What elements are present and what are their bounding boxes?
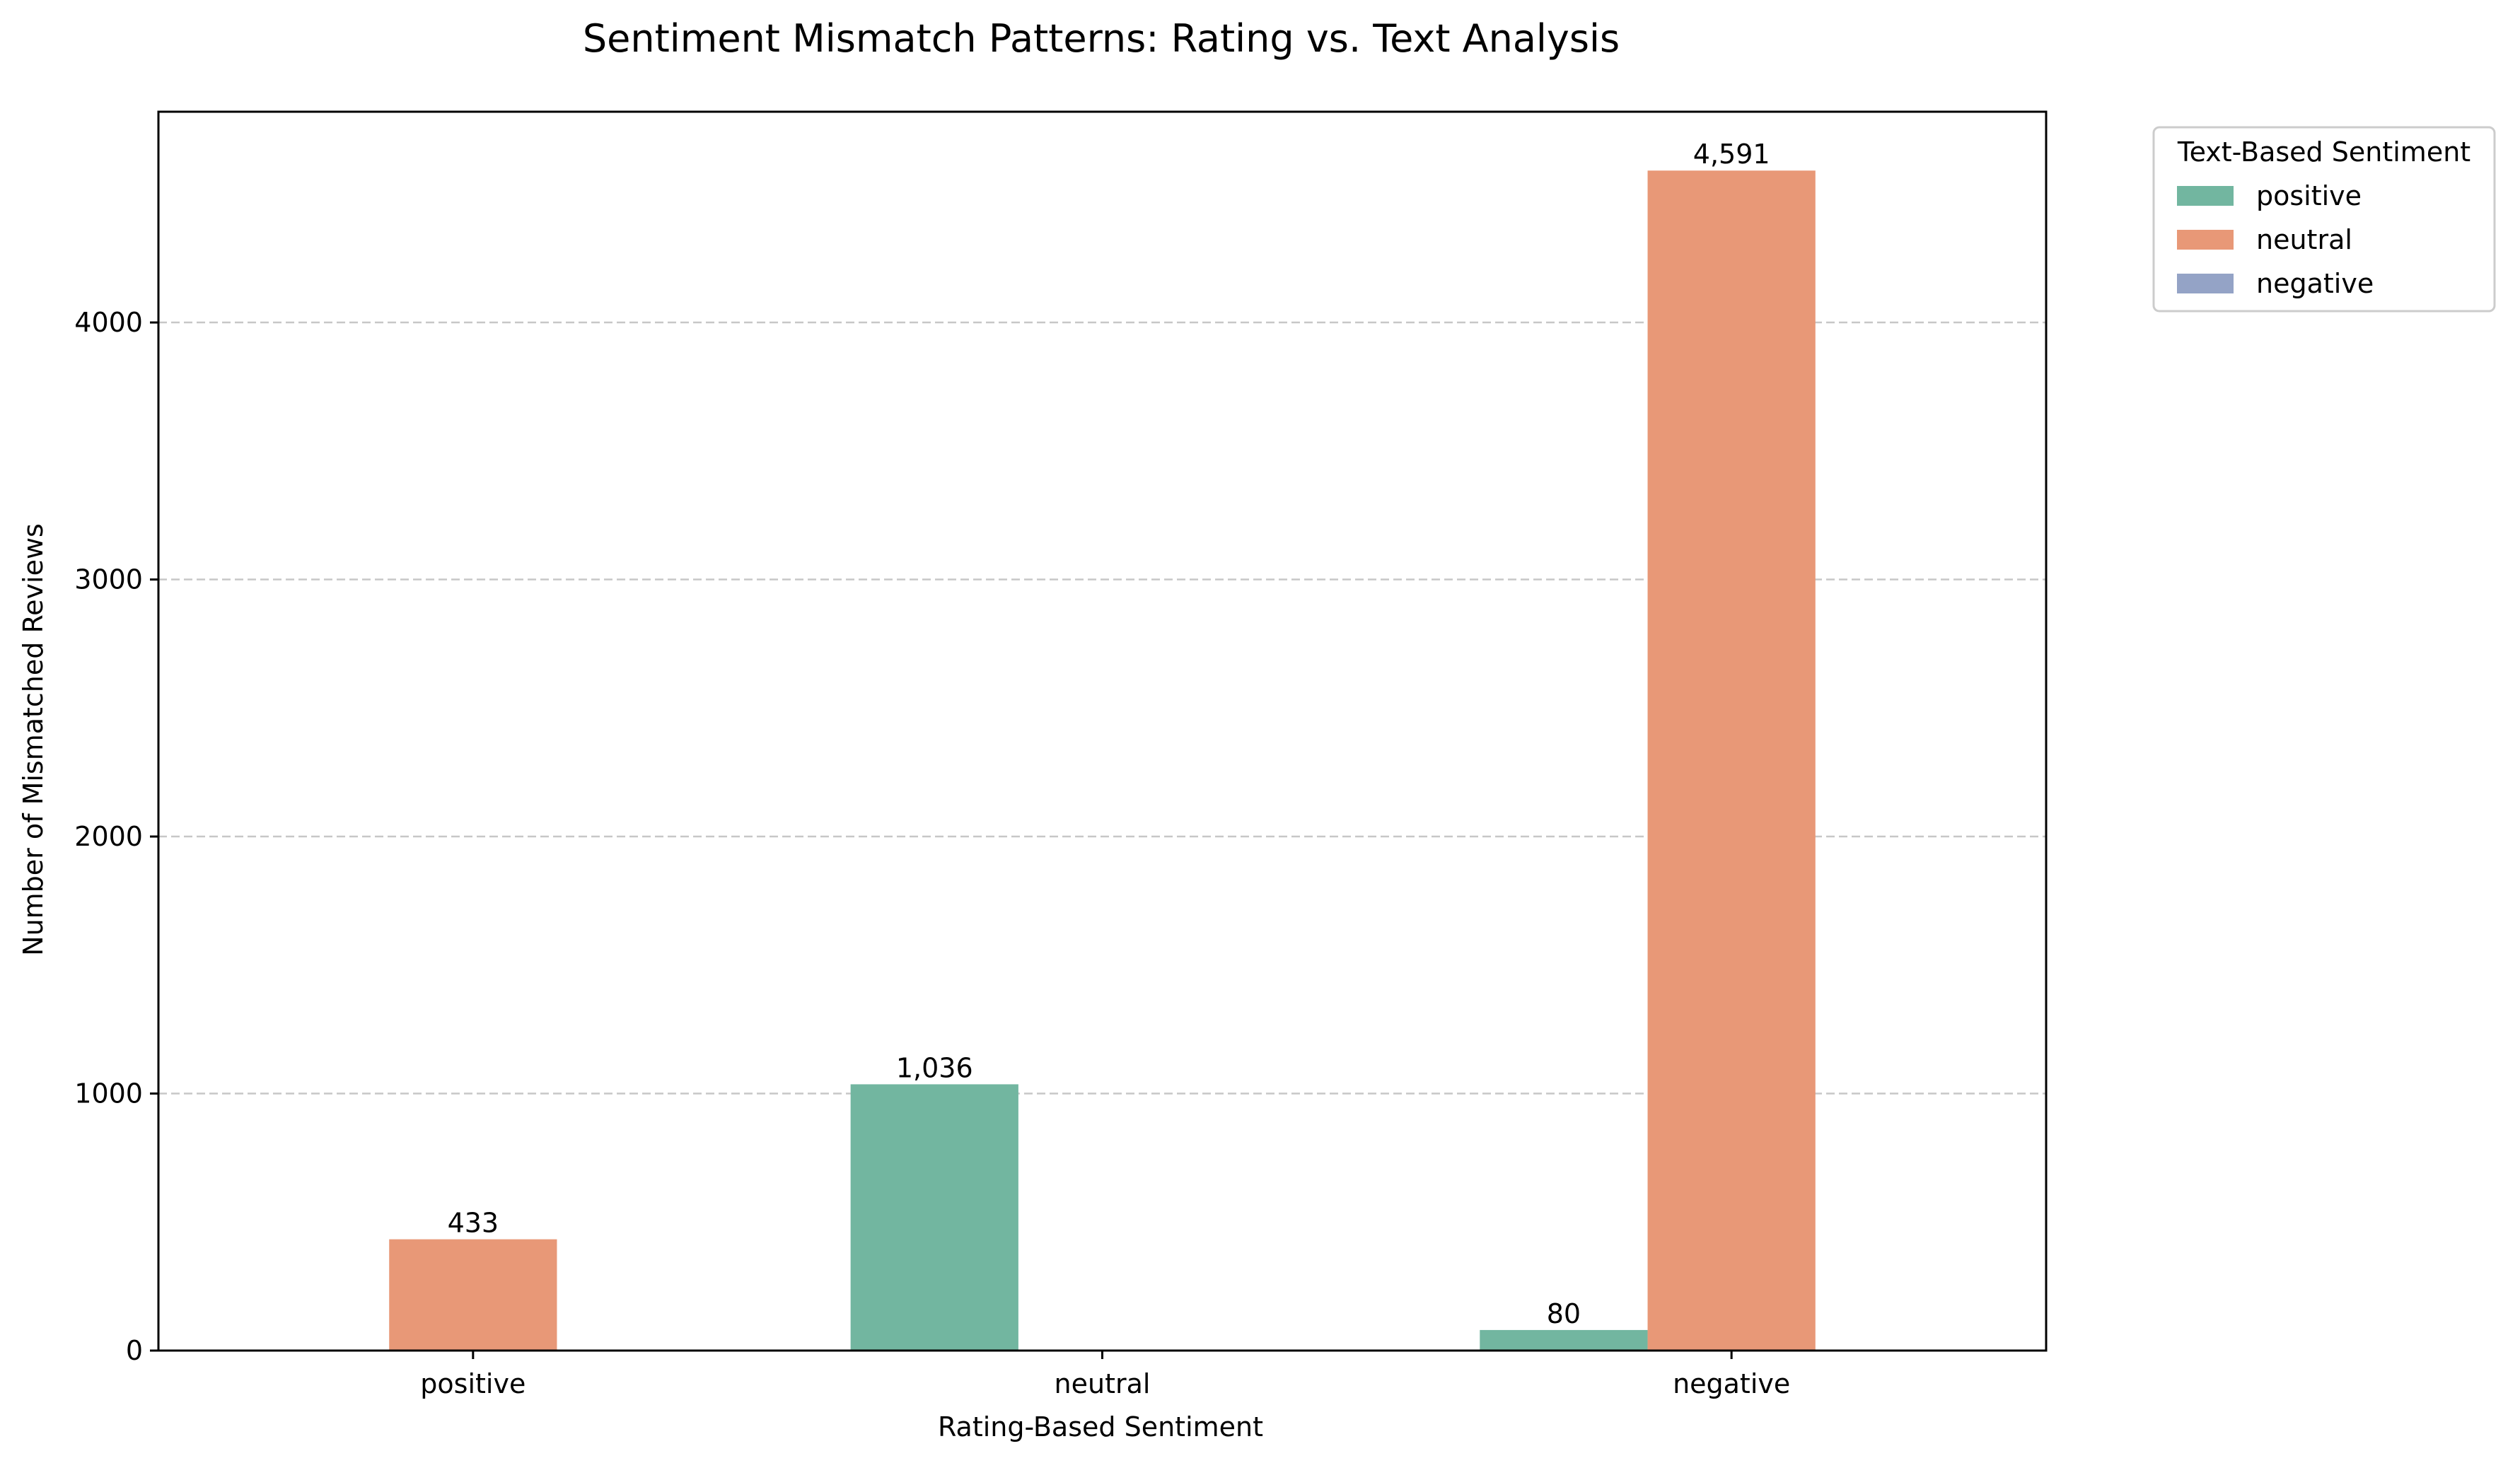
bar-labels: 433 1,036 80 4,591: [448, 139, 1770, 1329]
legend-label: positive: [2256, 180, 2362, 211]
y-tick-label: 1000: [74, 1078, 143, 1109]
y-axis: 0 1000 2000 3000 4000: [74, 307, 158, 1366]
bar-negative-neutral: [1647, 170, 1816, 1351]
y-tick-label: 0: [126, 1335, 143, 1366]
bar-value-label: 1,036: [896, 1052, 973, 1083]
x-tick-label-positive: positive: [420, 1368, 526, 1399]
legend-item-negative: negative: [2177, 268, 2374, 299]
bar-negative-positive: [1480, 1329, 1648, 1351]
bar-neutral-positive: [850, 1084, 1018, 1351]
legend-title: Text-Based Sentiment: [2177, 136, 2470, 168]
y-tick-label: 3000: [74, 564, 143, 595]
legend-items: positive neutral negative: [2177, 180, 2374, 299]
chart-title: Sentiment Mismatch Patterns: Rating vs. …: [583, 16, 1620, 61]
legend-label: neutral: [2256, 224, 2352, 255]
x-axis: positive neutral negative: [420, 1351, 1790, 1399]
legend: Text-Based Sentiment positive neutral nega…: [2152, 126, 2496, 313]
legend-box: [2152, 126, 2496, 313]
legend-swatch: [2177, 274, 2234, 293]
bar-positive-neutral: [389, 1239, 557, 1351]
legend-swatch: [2177, 186, 2234, 206]
bar-value-label: 80: [1547, 1298, 1581, 1329]
bars: [389, 170, 1816, 1351]
x-tick-label-negative: negative: [1673, 1368, 1790, 1399]
legend-swatch: [2177, 230, 2234, 250]
legend-item-positive: positive: [2177, 180, 2362, 211]
legend-label: negative: [2256, 268, 2374, 299]
x-axis-label: Rating-Based Sentiment: [938, 1411, 1263, 1442]
y-axis-label: Number of Mismatched Reviews: [18, 523, 49, 956]
legend-item-neutral: neutral: [2177, 224, 2352, 255]
bar-value-label: 433: [448, 1208, 499, 1239]
bar-value-label: 4,591: [1693, 139, 1770, 170]
x-tick-label-neutral: neutral: [1055, 1368, 1151, 1399]
y-tick-label: 4000: [74, 307, 143, 338]
y-tick-label: 2000: [74, 821, 143, 852]
